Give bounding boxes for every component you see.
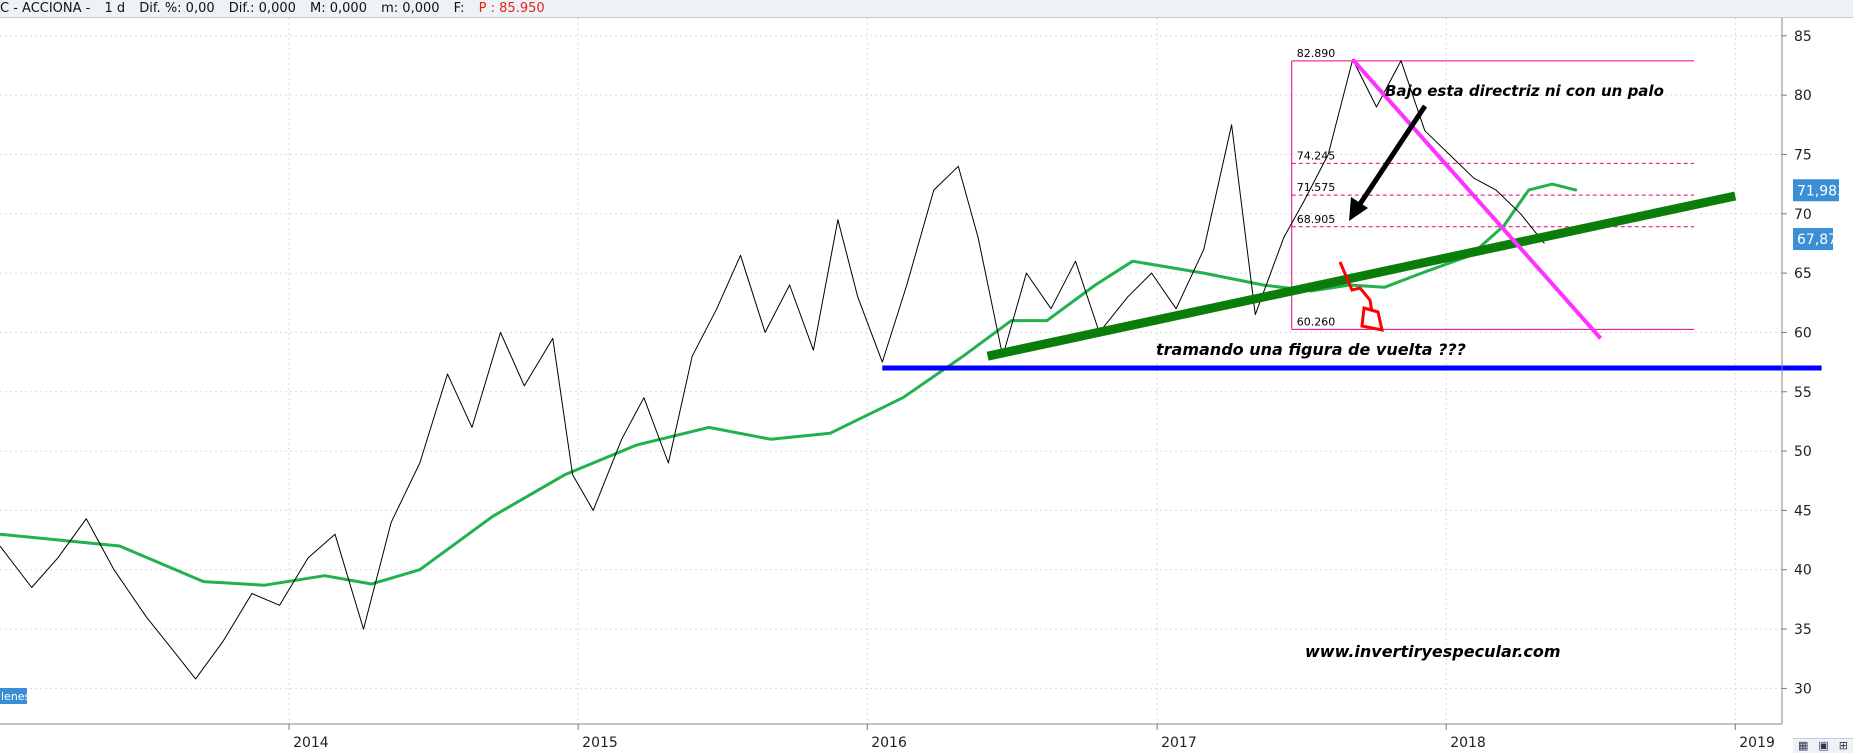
x-tick-label: 2018	[1450, 735, 1486, 751]
y-tick-label: 30	[1794, 681, 1812, 697]
black-arrow-shaft	[1353, 104, 1428, 212]
fib-level-label: 60.260	[1297, 315, 1336, 328]
corner-toolbar: ▦ ▣ ⊞	[1793, 738, 1853, 753]
x-tick-label: 2014	[293, 735, 329, 751]
y-tick-label: 75	[1794, 147, 1812, 163]
price-layer	[0, 59, 1545, 680]
calendar-icon[interactable]: ▦	[1797, 739, 1809, 752]
expand-icon[interactable]: ⊞	[1838, 739, 1848, 752]
trend-down-line[interactable]	[1351, 58, 1603, 340]
y-tick-label: 50	[1794, 444, 1812, 460]
y-tick-label: 70	[1794, 207, 1812, 223]
annotation-website: www.invertiryespecular.com	[1305, 642, 1561, 661]
annotation-figura: tramando una figura de vuelta ???	[1156, 340, 1466, 359]
drawn-lines[interactable]	[882, 58, 1822, 371]
chart-header: C - ACCIONA - 1 d Dif. %: 0,00 Dif.: 0,0…	[0, 0, 1853, 18]
m-upper-label: M: 0,000	[310, 1, 367, 16]
p-label: P : 85.950	[478, 1, 545, 16]
fib-level-label: 68.905	[1297, 213, 1336, 226]
y-tick-label: 55	[1794, 385, 1812, 401]
last-price-tag-label: 67,87	[1797, 232, 1837, 248]
y-tick-label: 80	[1794, 88, 1812, 104]
left-axis-tag-label: lenes	[1, 690, 31, 703]
y-tick-label: 85	[1794, 29, 1812, 45]
m-lower-label: m: 0,000	[381, 1, 440, 16]
black-arrow-head	[1349, 197, 1368, 221]
x-tick-label: 2019	[1739, 735, 1775, 751]
projection-arrow-head	[1360, 306, 1384, 332]
fib-level-label: 71.575	[1297, 181, 1336, 194]
dif-pct-label: Dif. %: 0,00	[139, 1, 215, 16]
y-axis: 30 35 40 45 50 55 60 65 70 75 80 85	[1782, 29, 1812, 697]
price-line	[0, 59, 1545, 680]
x-tick-label: 2017	[1161, 735, 1197, 751]
y-tick-label: 60	[1794, 325, 1812, 341]
f-label: F:	[453, 1, 465, 16]
moving-average-layer	[0, 182, 1578, 587]
y-tick-label: 40	[1794, 563, 1812, 579]
plot-area	[0, 18, 1782, 724]
x-tick-label: 2015	[582, 735, 618, 751]
interval-label[interactable]: 1 d	[104, 1, 126, 16]
save-icon[interactable]: ▣	[1818, 739, 1829, 752]
trend-up-line[interactable]	[986, 191, 1737, 361]
x-tick-label: 2016	[871, 735, 907, 751]
grid	[0, 18, 1782, 724]
ma-price-tag	[1793, 179, 1839, 202]
ma-price-tag-label: 71,983	[1797, 183, 1846, 199]
ticker-label: C - ACCIONA -	[0, 1, 91, 16]
y-tick-label: 45	[1794, 503, 1812, 519]
left-axis-tag	[0, 688, 27, 704]
x-axis: 2014 2015 2016 2017 2018 2019	[288, 724, 1775, 751]
last-price-tag	[1793, 228, 1833, 251]
fib-level-label: 82.890	[1297, 47, 1336, 60]
dif-label: Dif.: 0,000	[228, 1, 296, 16]
moving-average-line	[0, 182, 1578, 587]
y-tick-label: 35	[1794, 622, 1812, 638]
annotation-directriz: Bajo esta directriz ni con un palo	[1385, 82, 1664, 100]
y-tick-label: 65	[1794, 266, 1812, 282]
